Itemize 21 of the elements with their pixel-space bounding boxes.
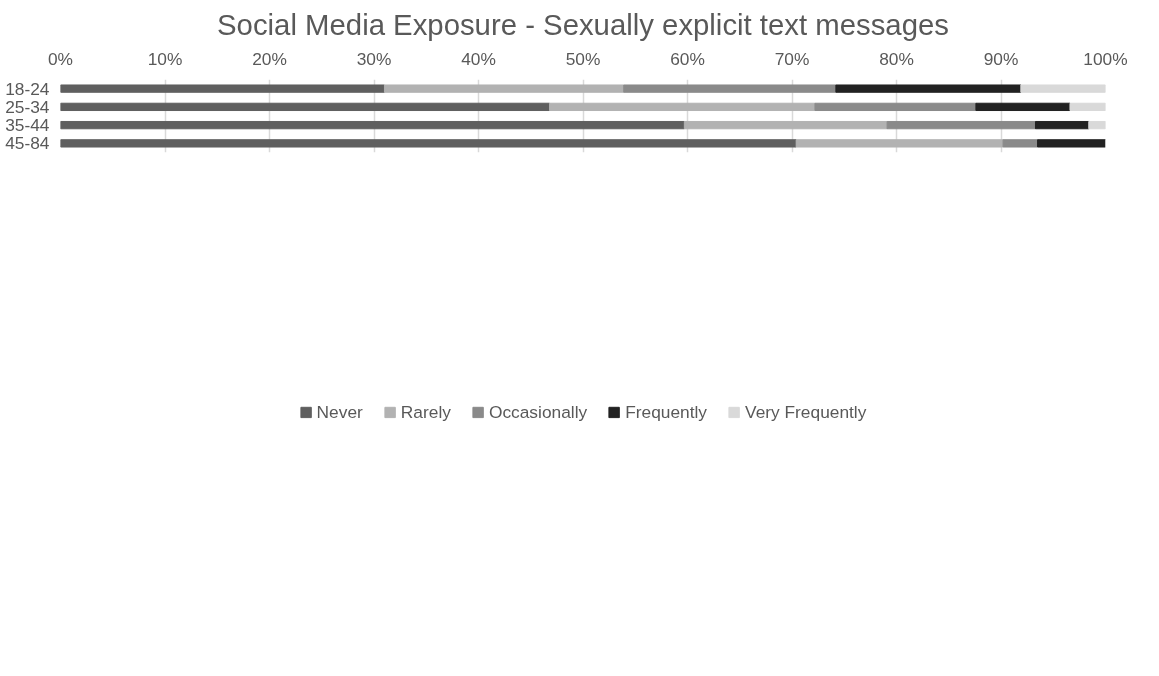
legend-label: Never: [316, 401, 363, 423]
legend-label: Occasionally: [488, 401, 588, 423]
chart-title: Social Media Exposure - Sexually explicit text messages: [217, 7, 949, 41]
y-tick-label: 18-24: [5, 78, 50, 99]
x-tick-label: 0%: [47, 48, 74, 69]
x-tick-label: 80%: [879, 48, 914, 69]
x-tick-label: 60%: [670, 48, 705, 69]
x-tick-label: 20%: [252, 48, 287, 69]
legend-label: Very Frequently: [745, 401, 867, 423]
x-tick-label: 50%: [565, 48, 601, 69]
x-tick-label: 90%: [983, 48, 1019, 69]
x-tick-label: 10%: [147, 48, 183, 69]
x-tick-label: 40%: [461, 48, 496, 69]
y-tick-label: 25-34: [5, 96, 50, 117]
x-tick-label: 100%: [1083, 48, 1128, 69]
y-tick-label: 35-44: [5, 115, 50, 136]
legend-label: Rarely: [400, 401, 451, 423]
x-tick-label: 70%: [774, 48, 810, 69]
x-tick-label: 30%: [356, 48, 392, 69]
y-tick-label: 45-84: [5, 133, 50, 154]
legend-label: Frequently: [625, 401, 708, 423]
